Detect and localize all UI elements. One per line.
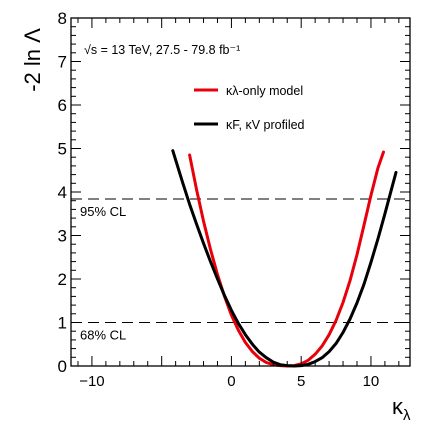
cl-label-0: 68% CL — [80, 328, 126, 343]
y-tick-label: 7 — [58, 53, 67, 72]
y-tick-label: 3 — [58, 227, 67, 246]
x-tick-label: 5 — [297, 373, 305, 390]
y-tick-label: 2 — [58, 270, 67, 289]
y-tick-label: 5 — [58, 140, 67, 159]
x-tick-label: 10 — [363, 373, 380, 390]
legend: κλ-only model κF, κV profiled — [194, 84, 305, 132]
x-axis-title-sub: λ — [403, 407, 411, 424]
legend-label-0: κλ-only model — [226, 84, 303, 98]
y-tick-label: 0 — [58, 357, 67, 376]
cl-label-1: 95% CL — [80, 204, 126, 219]
x-tick-label: −10 — [79, 373, 104, 390]
y-tick-label: 8 — [58, 9, 67, 28]
axis-ticks — [71, 17, 410, 367]
y-tick-label: 1 — [58, 314, 67, 333]
y-tick-label: 4 — [58, 183, 67, 202]
y-axis-title: -2 ln Λ — [20, 28, 45, 92]
y-tick-label: 6 — [58, 96, 67, 115]
energy-luminosity-annotation: √s = 13 TeV, 27.5 - 79.8 fb⁻¹ — [84, 43, 240, 57]
x-axis-title-main: κ — [392, 394, 404, 419]
axis-labels: −10 0 5 10 0 1 2 3 4 5 6 7 8 — [58, 9, 380, 390]
x-axis-title: κλ — [392, 394, 411, 424]
x-tick-label: 0 — [227, 373, 235, 390]
reference-lines: 68% CL 95% CL — [71, 198, 410, 343]
legend-label-1: κF, κV profiled — [226, 118, 305, 132]
